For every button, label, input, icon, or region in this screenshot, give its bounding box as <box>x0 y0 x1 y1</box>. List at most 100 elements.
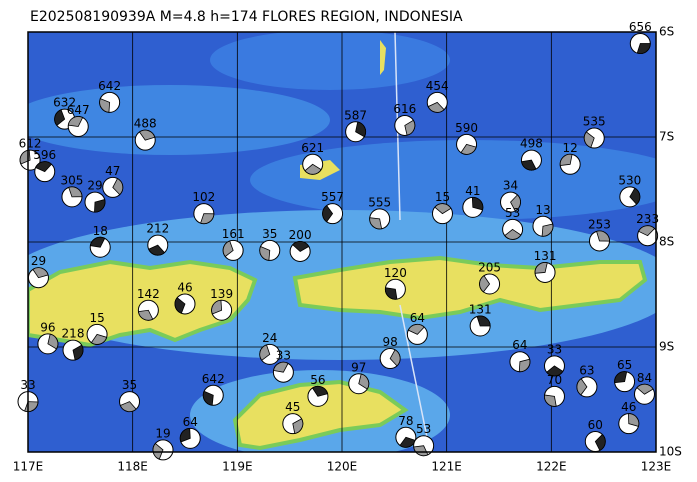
depth-label: 142 <box>137 287 160 301</box>
depth-label: 33 <box>547 342 562 356</box>
beachball-quadrant <box>636 383 654 395</box>
beachball-quadrant <box>389 349 401 367</box>
depth-label: 596 <box>33 148 56 162</box>
depth-label: 205 <box>478 261 501 275</box>
beachball-quadrant <box>471 196 484 211</box>
depth-label: 97 <box>351 360 366 374</box>
beachball-quadrant <box>222 240 234 258</box>
depth-label: 15 <box>435 190 450 204</box>
y-tick-label: 9S <box>659 340 674 354</box>
beachball-quadrant <box>369 217 383 230</box>
depth-label: 587 <box>344 108 367 122</box>
beachball-quadrant <box>544 394 557 407</box>
beachball-quadrant <box>596 230 610 242</box>
beachball-quadrant <box>559 153 573 166</box>
beachball-quadrant <box>638 225 656 237</box>
beachball-quadrant <box>546 365 564 377</box>
beachball-quadrant <box>518 358 531 373</box>
depth-label: 29 <box>87 179 102 193</box>
beachball-quadrant <box>576 378 588 396</box>
beachball-quadrant <box>628 413 640 427</box>
beachball-quadrant <box>99 98 111 113</box>
depth-label: 19 <box>155 426 170 440</box>
x-tick-label: 121E <box>431 460 462 474</box>
beachball-quadrant <box>138 309 154 321</box>
depth-label: 35 <box>262 227 277 241</box>
depth-label: 200 <box>289 228 312 242</box>
depth-label: 96 <box>40 320 55 334</box>
depth-label: 642 <box>98 79 121 93</box>
depth-label: 64 <box>183 415 198 429</box>
beachball-quadrant <box>72 344 84 361</box>
beachball-quadrant <box>407 324 425 335</box>
depth-label: 555 <box>368 195 391 209</box>
depth-label: 590 <box>455 121 478 135</box>
beachball-quadrant <box>434 203 452 215</box>
beachball-quadrant <box>112 178 124 196</box>
beachball-quadrant <box>358 373 370 390</box>
depth-label: 15 <box>89 311 104 325</box>
depth-label: 45 <box>285 400 300 414</box>
depth-label: 64 <box>512 338 527 352</box>
depth-label: 530 <box>618 173 641 187</box>
beachball-quadrant <box>583 131 595 148</box>
x-tick-label: 119E <box>222 460 253 474</box>
map-title: E202508190939A M=4.8 h=174 FLORES REGION… <box>30 9 463 25</box>
depth-label: 29 <box>31 254 46 268</box>
shelf <box>250 140 656 220</box>
beachball-quadrant <box>119 401 137 412</box>
depth-label: 70 <box>547 373 562 387</box>
depth-label: 642 <box>202 372 225 386</box>
frame <box>27 31 657 453</box>
x-tick-label: 123E <box>641 460 672 474</box>
beachball-quadrant <box>322 205 334 223</box>
depth-label: 63 <box>579 363 594 377</box>
y-tick-label: 10S <box>659 445 682 459</box>
beachball-quadrant <box>504 228 522 240</box>
beachball-quadrant <box>259 245 271 261</box>
beachball-quadrant <box>541 223 554 237</box>
depth-label: 78 <box>398 414 413 428</box>
depth-label: 120 <box>384 266 407 280</box>
beachball-quadrant <box>460 143 477 155</box>
depth-label: 498 <box>520 137 543 151</box>
beachball-quadrant <box>404 119 416 136</box>
depth-label: 12 <box>563 141 578 155</box>
beachball-quadrant <box>427 101 445 113</box>
depth-label: 488 <box>134 117 157 131</box>
shelf <box>210 32 450 90</box>
depth-label: 46 <box>621 400 636 414</box>
depth-label: 161 <box>222 227 245 241</box>
x-tick-label: 120E <box>327 460 358 474</box>
beachball-quadrant <box>54 109 66 127</box>
beachball-quadrant <box>476 315 491 327</box>
boundary <box>399 304 431 452</box>
depth-label: 47 <box>105 164 120 178</box>
beachball-quadrant <box>614 371 628 384</box>
beachball-quadrant <box>90 333 108 345</box>
x-tick-label: 122E <box>536 460 567 474</box>
depth-label: 102 <box>192 190 215 204</box>
beachball-quadrant <box>311 386 329 397</box>
beachball-quadrant <box>292 418 304 434</box>
beachball-quadrant <box>636 43 651 54</box>
beachball-quadrant <box>355 121 366 138</box>
beachball-quadrant <box>138 129 156 141</box>
beachball-quadrant <box>35 161 53 173</box>
depth-label: 65 <box>617 358 632 372</box>
depth-label: 18 <box>93 224 108 238</box>
beachball-quadrant <box>304 163 322 175</box>
beachball-quadrant <box>202 390 214 406</box>
y-tick-label: 6S <box>659 25 674 39</box>
depth-label: 305 <box>61 173 84 187</box>
depth-label: 24 <box>262 331 277 345</box>
island <box>292 255 648 321</box>
beachball-quadrant <box>89 236 106 248</box>
beachball-quadrant <box>174 297 186 314</box>
depth-label: 218 <box>62 327 85 341</box>
island <box>232 379 409 451</box>
depth-label: 621 <box>301 141 324 155</box>
depth-label: 253 <box>588 217 611 231</box>
beachball-quadrant <box>47 333 59 350</box>
